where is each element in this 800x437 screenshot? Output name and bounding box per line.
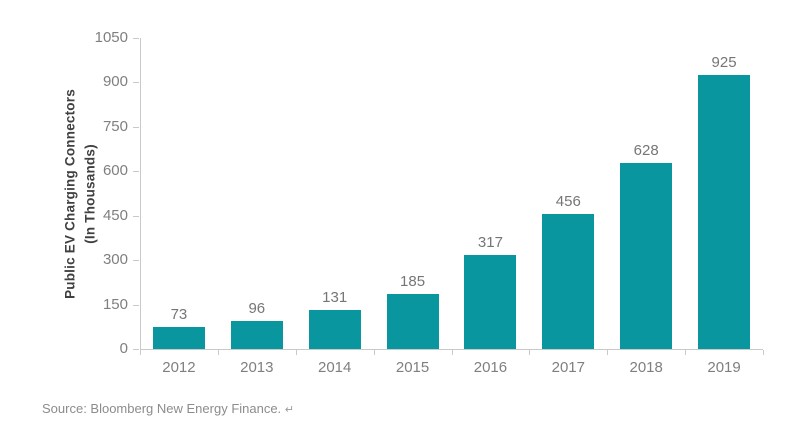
x-axis-label: 2012 xyxy=(162,359,196,376)
bar-2012 xyxy=(152,327,205,349)
bar-2014 xyxy=(308,310,361,349)
bar-2016 xyxy=(464,255,517,349)
y-axis-tick xyxy=(133,126,139,128)
x-axis-label: 2019 xyxy=(707,359,741,376)
return-mark-glyph: ↵ xyxy=(284,404,295,416)
y-axis-tick-label: 150 xyxy=(102,295,128,313)
y-axis-tick-label: 300 xyxy=(102,251,128,269)
x-axis-label: 2014 xyxy=(318,359,352,376)
bar-2015 xyxy=(386,294,439,349)
y-axis-tick xyxy=(133,171,139,173)
y-axis-tick-label: 600 xyxy=(102,162,128,180)
x-axis-tick xyxy=(529,350,531,355)
bar-value-label: 131 xyxy=(322,289,348,307)
y-axis-tick-label: 750 xyxy=(102,117,128,135)
x-axis-tick xyxy=(295,350,297,355)
bar-value-label: 456 xyxy=(555,192,581,210)
source-text: Source: Bloomberg New Energy Finance. xyxy=(42,401,282,416)
x-axis-tick xyxy=(685,350,687,355)
y-axis-tick xyxy=(133,304,139,306)
bar-value-label: 628 xyxy=(633,141,659,159)
bar-2018 xyxy=(620,162,673,349)
y-axis-tick-label: 0 xyxy=(119,340,128,357)
x-axis-label: 2018 xyxy=(629,359,663,376)
x-axis-label: 2016 xyxy=(473,359,508,376)
y-axis-tick xyxy=(133,215,139,217)
y-axis-tick xyxy=(133,349,139,350)
x-axis-label: 2017 xyxy=(551,359,585,376)
source-caption: Source: Bloomberg New Energy Finance. ↵ xyxy=(42,401,294,416)
y-axis-tick xyxy=(133,82,139,84)
x-axis-label: 2015 xyxy=(395,359,430,376)
y-axis-tick xyxy=(133,260,139,262)
y-axis-tick-label: 900 xyxy=(102,73,128,91)
y-axis-tick-label: 1050 xyxy=(94,29,128,46)
y-axis-tick xyxy=(133,38,139,39)
bar-2017 xyxy=(542,213,595,349)
bar-value-label: 317 xyxy=(477,234,503,252)
y-axis-tick-label: 450 xyxy=(102,206,128,224)
bar-value-label: 925 xyxy=(711,54,737,72)
x-axis-label: 2013 xyxy=(240,359,274,376)
y-axis-line xyxy=(140,38,141,350)
x-axis-tick xyxy=(373,350,375,355)
x-axis-tick xyxy=(607,350,609,355)
x-axis-tick xyxy=(763,350,764,355)
y-axis-title-line1: Public EV Charging Connectors xyxy=(62,89,78,299)
x-axis-tick xyxy=(140,350,141,355)
bar-value-label: 73 xyxy=(170,306,188,324)
bar-value-label: 185 xyxy=(400,273,426,291)
x-axis-tick xyxy=(451,350,453,355)
x-axis-tick xyxy=(217,350,219,355)
x-axis-line xyxy=(140,349,763,350)
bar-2013 xyxy=(230,320,283,349)
bar-value-label: 96 xyxy=(248,299,266,317)
bar-2019 xyxy=(698,75,751,349)
